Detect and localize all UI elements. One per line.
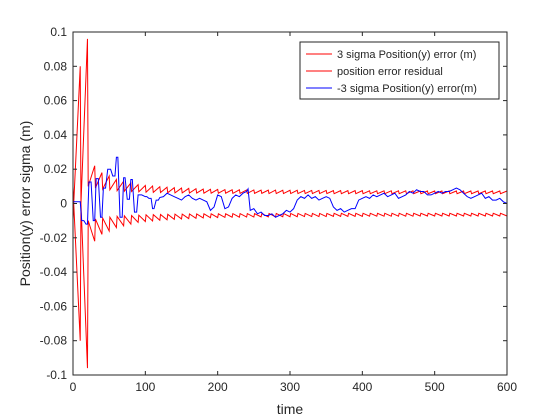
y-tick-label: 0.1 <box>50 25 67 39</box>
y-tick-label: -0.08 <box>40 334 68 348</box>
y-tick-label: 0.02 <box>44 162 68 176</box>
x-tick-label: 100 <box>135 380 155 394</box>
x-axis-title: time <box>277 401 304 417</box>
y-tick-label: -0.06 <box>40 299 68 313</box>
series-line-1 <box>72 38 508 204</box>
y-tick-label: -0.04 <box>40 265 68 279</box>
series-line-2 <box>72 203 508 369</box>
legend-label-3: -3 sigma Position(y) error(m) <box>337 83 477 95</box>
legend-label-2: position error residual <box>337 66 443 78</box>
legend: 3 sigma Position(y) error (m) position er… <box>299 41 500 100</box>
y-axis-title: Position(y) error sigma (m) <box>17 121 33 287</box>
x-tick-label: 400 <box>352 380 372 394</box>
x-tick-label: 500 <box>425 380 445 394</box>
x-tick-label: 300 <box>280 380 300 394</box>
y-tick-label: 0 <box>60 197 67 211</box>
y-tick-label: 0.06 <box>44 94 68 108</box>
series-layer <box>72 38 508 369</box>
y-tick-label: 0.04 <box>44 128 68 142</box>
x-tick-label: 200 <box>208 380 228 394</box>
y-tick-label: 0.08 <box>44 59 68 73</box>
y-tick-label: -0.1 <box>46 368 67 382</box>
axes-layer: 0 100 200 300 400 500 600 -0.1 -0.08 -0.06 -0.04 -0… <box>40 25 518 394</box>
y-tick-label: -0.02 <box>40 231 68 245</box>
series-line-3 <box>73 156 508 225</box>
legend-box <box>299 41 500 100</box>
x-tick-label: 600 <box>497 380 517 394</box>
x-tick-label: 0 <box>70 380 77 394</box>
legend-label-1: 3 sigma Position(y) error (m) <box>337 49 476 61</box>
